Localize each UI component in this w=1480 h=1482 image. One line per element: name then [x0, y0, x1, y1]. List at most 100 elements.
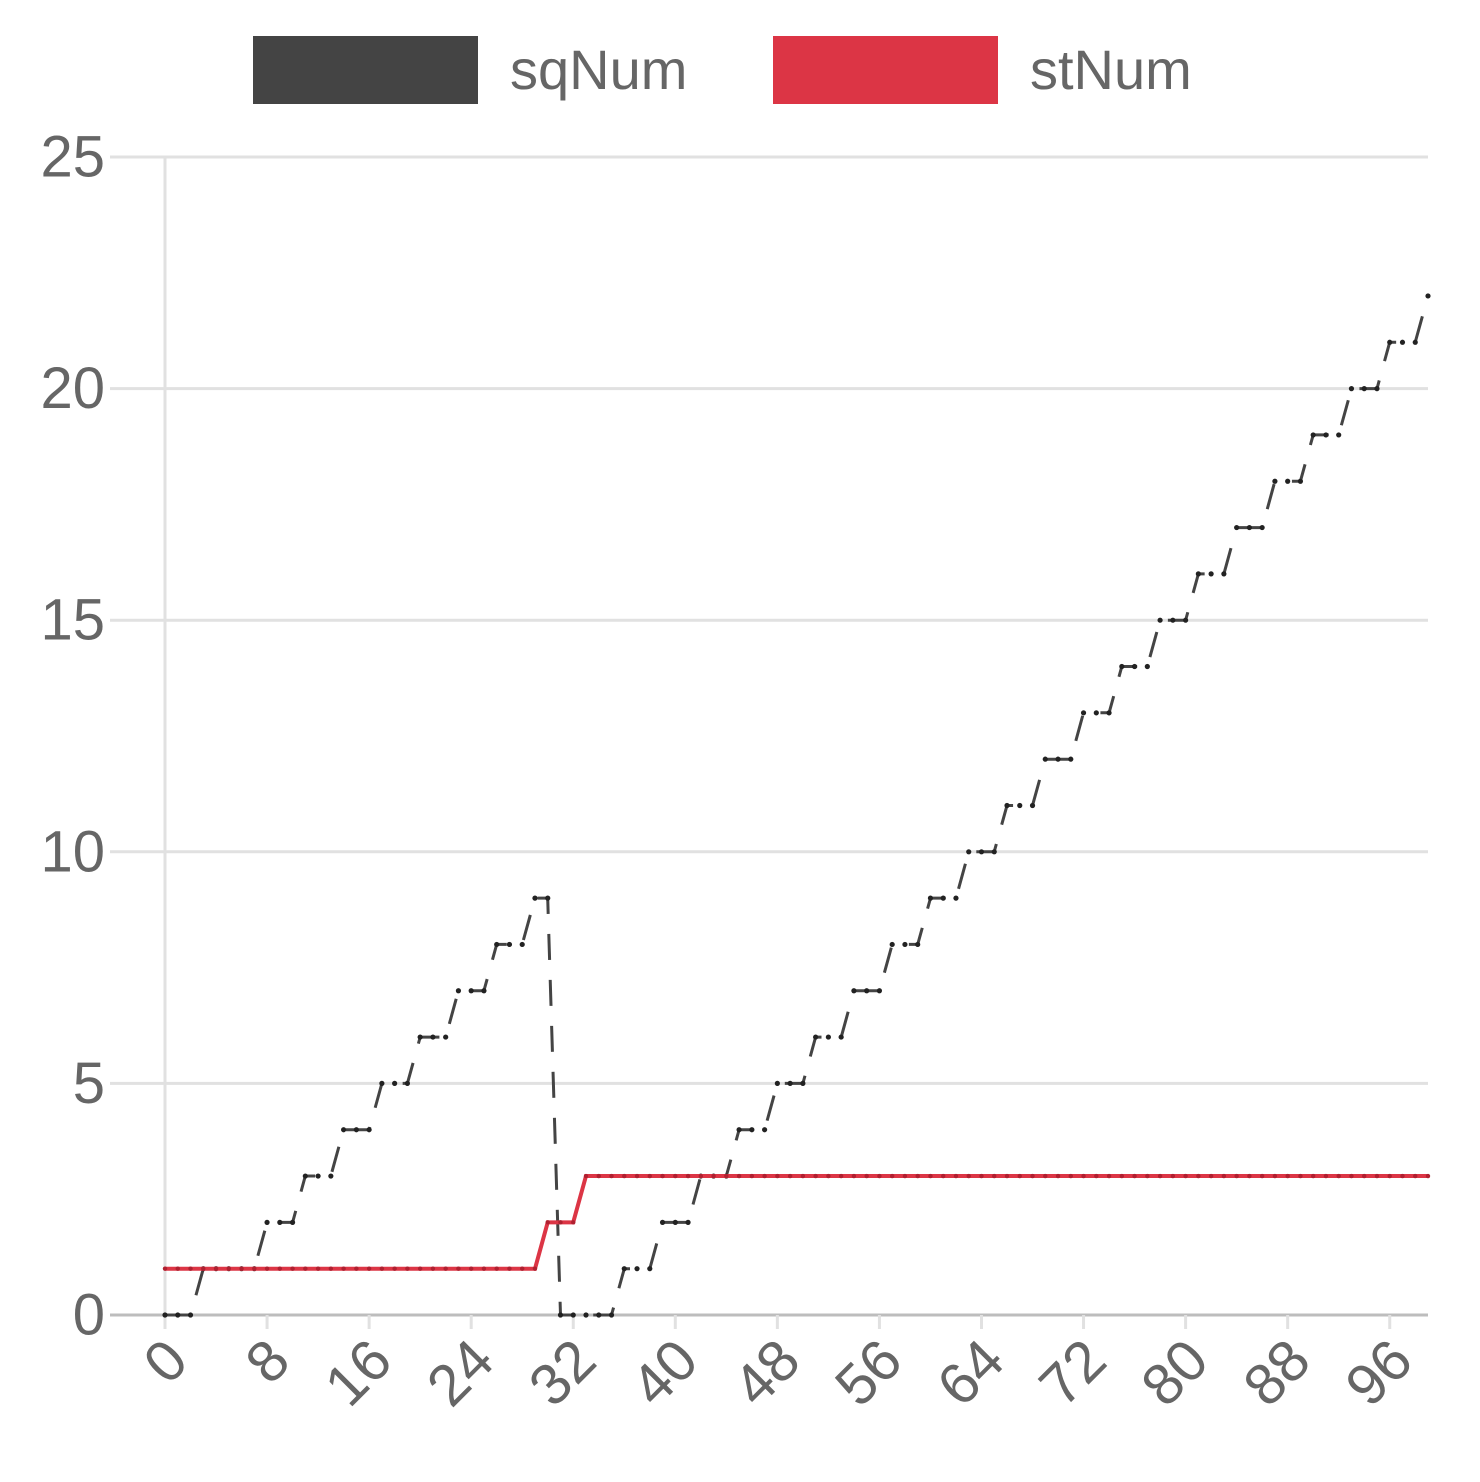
x-tick-label: 40	[619, 1327, 711, 1419]
data-point-stnum	[1145, 1173, 1150, 1179]
data-point-stnum	[430, 1266, 436, 1271]
data-point-sqnum	[902, 941, 908, 948]
data-point-sqnum	[1119, 663, 1125, 670]
data-point-sqnum	[800, 1080, 806, 1086]
data-point-sqnum	[1157, 617, 1163, 623]
data-point-sqnum	[557, 1312, 564, 1318]
data-point-stnum	[175, 1266, 180, 1271]
data-point-sqnum	[289, 1219, 296, 1225]
data-point-stnum	[596, 1173, 601, 1179]
data-point-stnum	[1183, 1173, 1188, 1179]
data-point-stnum	[787, 1173, 793, 1179]
data-point-stnum	[1234, 1173, 1239, 1179]
data-point-stnum	[915, 1173, 920, 1179]
data-point-sqnum	[468, 988, 474, 994]
data-point-stnum	[647, 1173, 652, 1179]
data-point-sqnum	[430, 1034, 436, 1040]
data-point-sqnum	[187, 1312, 194, 1318]
x-tick-label: 96	[1333, 1327, 1425, 1419]
data-point-sqnum	[494, 941, 500, 948]
data-point-stnum	[673, 1173, 678, 1179]
legend-swatch-sqnum	[253, 36, 478, 104]
data-point-sqnum	[953, 895, 959, 901]
data-point-sqnum	[443, 1034, 449, 1040]
data-point-stnum	[1081, 1173, 1086, 1179]
data-point-stnum	[1068, 1173, 1073, 1179]
data-point-stnum	[239, 1266, 244, 1271]
data-point-stnum	[1285, 1173, 1290, 1179]
data-point-stnum	[1272, 1173, 1278, 1179]
series-line-stnum	[165, 1174, 1428, 1271]
legend: sqNum stNum	[0, 30, 1480, 110]
data-point-sqnum	[634, 1266, 640, 1272]
data-point-sqnum	[583, 1312, 589, 1318]
data-point-sqnum	[366, 1127, 372, 1133]
data-point-sqnum	[608, 1312, 615, 1318]
data-point-sqnum	[825, 1034, 831, 1040]
data-point-sqnum	[672, 1219, 678, 1225]
data-point-stnum	[1106, 1173, 1112, 1179]
data-point-stnum	[992, 1173, 997, 1179]
data-point-stnum	[634, 1173, 640, 1179]
y-tick-label: 25	[40, 125, 105, 190]
data-point-stnum	[889, 1173, 895, 1179]
data-point-stnum	[456, 1266, 461, 1271]
data-point-sqnum	[1042, 756, 1048, 762]
data-point-stnum	[1170, 1173, 1176, 1179]
data-point-sqnum	[749, 1127, 755, 1133]
x-tick-label: 24	[415, 1327, 507, 1419]
y-tick-label: 15	[40, 588, 105, 653]
data-point-stnum	[800, 1173, 806, 1179]
data-point-stnum	[711, 1173, 716, 1179]
data-point-stnum	[622, 1173, 627, 1179]
data-point-stnum	[1221, 1173, 1227, 1179]
data-point-stnum	[1336, 1173, 1341, 1179]
data-point-sqnum	[341, 1127, 347, 1133]
data-point-sqnum	[1234, 524, 1240, 531]
data-point-stnum	[775, 1173, 780, 1179]
data-point-sqnum	[1208, 571, 1214, 577]
data-point-stnum	[941, 1173, 946, 1179]
data-point-stnum	[315, 1266, 321, 1271]
data-point-sqnum	[1080, 710, 1087, 716]
data-point-sqnum	[1336, 432, 1342, 438]
data-point-sqnum	[1017, 802, 1023, 809]
data-point-stnum	[162, 1266, 168, 1271]
data-point-stnum	[749, 1173, 755, 1179]
x-tick-label: 16	[313, 1327, 405, 1419]
data-point-stnum	[838, 1173, 844, 1179]
data-point-sqnum	[162, 1312, 168, 1318]
data-point-stnum	[532, 1266, 538, 1271]
data-point-stnum	[1362, 1173, 1367, 1179]
data-point-stnum	[494, 1266, 499, 1271]
data-point-sqnum	[915, 941, 921, 948]
data-point-stnum	[851, 1173, 857, 1179]
data-point-sqnum	[851, 988, 857, 994]
data-point-sqnum	[1055, 756, 1061, 762]
data-point-sqnum	[1323, 432, 1329, 438]
data-point-sqnum	[1170, 617, 1176, 623]
data-point-sqnum	[455, 988, 462, 994]
data-point-sqnum	[545, 895, 551, 901]
legend-item-sqnum[interactable]: sqNum	[253, 30, 687, 110]
data-point-sqnum	[736, 1127, 742, 1133]
data-point-stnum	[762, 1173, 767, 1179]
data-point-sqnum	[404, 1080, 410, 1086]
data-point-sqnum	[353, 1127, 359, 1133]
data-point-stnum	[1349, 1173, 1354, 1179]
data-point-sqnum	[838, 1034, 844, 1040]
data-point-stnum	[1132, 1173, 1137, 1179]
data-point-stnum	[1119, 1173, 1125, 1179]
legend-item-stnum[interactable]: stNum	[773, 30, 1192, 110]
data-point-sqnum	[1093, 710, 1099, 716]
data-point-stnum	[226, 1266, 231, 1271]
data-point-stnum	[392, 1266, 397, 1271]
legend-label-stnum: stNum	[1030, 38, 1192, 101]
data-point-stnum	[303, 1266, 308, 1271]
data-point-sqnum	[277, 1219, 283, 1225]
data-point-sqnum	[1425, 293, 1431, 299]
data-point-stnum	[366, 1266, 372, 1271]
data-point-stnum	[1004, 1173, 1010, 1179]
